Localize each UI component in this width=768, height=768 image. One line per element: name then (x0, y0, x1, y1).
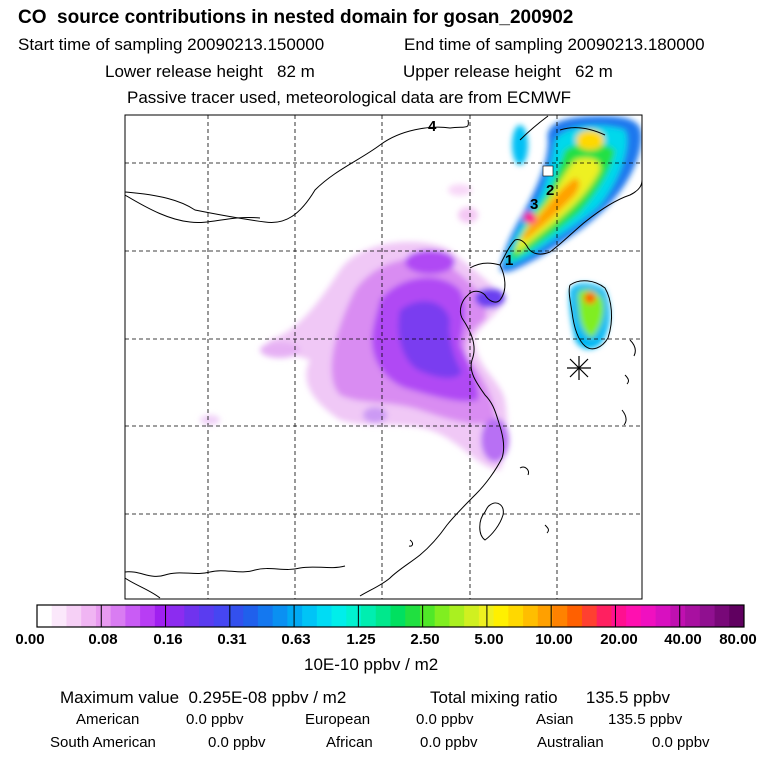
colorbar-cell (523, 605, 539, 627)
colorbar-cell (81, 605, 97, 627)
african-label: African (326, 734, 373, 751)
asian-value: 135.5 ppbv (608, 711, 683, 728)
colorbar-cell (567, 605, 583, 627)
colorbar-cell (581, 605, 598, 627)
colorbar-cell (729, 605, 745, 627)
upper-release-height: Upper release height 62 m (403, 62, 613, 81)
map-frame (124, 114, 643, 600)
south-american-label: South American (50, 734, 156, 751)
colorbar-cell (626, 605, 642, 627)
colorbar-cell (331, 605, 347, 627)
colorbar-cell (257, 605, 274, 627)
colorbar-cell (655, 605, 671, 627)
colorbar-cell (699, 605, 715, 627)
colorbar-cell (552, 605, 568, 627)
colorbar-cell (346, 605, 362, 627)
cb-label-5: 1.25 (346, 631, 375, 648)
colorbar-cell (169, 605, 185, 627)
asterisk-icon (567, 356, 591, 380)
colorbar-cell (537, 605, 553, 627)
total-mixing-ratio: Total mixing ratio 135.5 ppbv (430, 688, 671, 707)
australian-label: Australian (537, 734, 604, 751)
marker-3: 3 (530, 196, 538, 213)
end-time: End time of sampling 20090213.180000 (404, 35, 705, 54)
concentration-field (200, 116, 642, 470)
colorbar-cell (272, 605, 288, 627)
colorbar-cell (51, 605, 67, 627)
colorbar-cell (213, 605, 229, 627)
african-value: 0.0 ppbv (420, 734, 478, 751)
colorbar-cell (66, 605, 82, 627)
colorbar-cell (154, 605, 170, 627)
colorbar-cell (464, 605, 480, 627)
colorbar-cell (243, 605, 259, 627)
colorbar-cell (611, 605, 627, 627)
colorbar-cell (434, 605, 450, 627)
cb-label-3: 0.31 (217, 631, 246, 648)
cb-label-8: 10.00 (535, 631, 573, 648)
cb-label-6: 2.50 (410, 631, 439, 648)
american-value: 0.0 ppbv (186, 711, 244, 728)
colorbar-cell (37, 605, 53, 627)
colorbar-cell (375, 605, 391, 627)
cb-label-7: 5.00 (474, 631, 503, 648)
colorbar-cell (184, 605, 200, 627)
maximum-value: Maximum value 0.295E-08 ppbv / m2 (60, 688, 347, 707)
colorbar-cell (316, 605, 332, 627)
cb-label-9: 20.00 (600, 631, 638, 648)
european-label: European (305, 711, 371, 728)
lat-lon-grid (125, 115, 642, 599)
colorbar-cell (405, 605, 421, 627)
colorbar-cell (714, 605, 730, 627)
south-american-value: 0.0 ppbv (208, 734, 266, 751)
coastlines (125, 115, 642, 599)
colorbar-cell (95, 605, 112, 627)
colorbar-cell (287, 605, 303, 627)
marker-1: 1 (505, 252, 513, 269)
colorbar-cell (493, 605, 509, 627)
cb-label-2: 0.16 (153, 631, 182, 648)
colorbar-cell (449, 605, 465, 627)
colorbar-unit: 10E-10 ppbv / m2 (304, 655, 439, 674)
colorbar-cell (199, 605, 215, 627)
colorbar-cell (110, 605, 126, 627)
cb-label-4: 0.63 (281, 631, 310, 648)
colorbar-cell (302, 605, 318, 627)
colorbar-cell (361, 605, 377, 627)
colorbar-cell (685, 605, 701, 627)
colorbar-cell (419, 605, 436, 627)
cb-label-1: 0.08 (88, 631, 117, 648)
colorbar-cell (125, 605, 141, 627)
cb-label-11: 80.00 (719, 631, 757, 648)
asian-label: Asian (536, 711, 574, 728)
colorbar-cell (390, 605, 406, 627)
marker-box (542, 165, 554, 177)
colorbar-cell (596, 605, 612, 627)
colorbar (37, 605, 745, 627)
tracer-note: Passive tracer used, meteorological data… (127, 88, 572, 107)
australian-value: 0.0 ppbv (652, 734, 710, 751)
colorbar-cell (140, 605, 156, 627)
colorbar-ticks (36, 605, 745, 627)
cb-label-0: 0.00 (15, 631, 44, 648)
start-time: Start time of sampling 20090213.150000 (18, 35, 325, 54)
marker-4: 4 (428, 118, 437, 135)
marker-2: 2 (546, 182, 554, 199)
colorbar-cell (670, 605, 686, 627)
american-label: American (76, 711, 140, 728)
lower-release-height: Lower release height 82 m (105, 62, 315, 81)
colorbar-cell (228, 605, 244, 627)
colorbar-cell (640, 605, 657, 627)
european-value: 0.0 ppbv (416, 711, 474, 728)
colorbar-cell (508, 605, 524, 627)
cb-label-10: 40.00 (664, 631, 702, 648)
chart-title: CO source contributions in nested domain… (18, 7, 574, 28)
